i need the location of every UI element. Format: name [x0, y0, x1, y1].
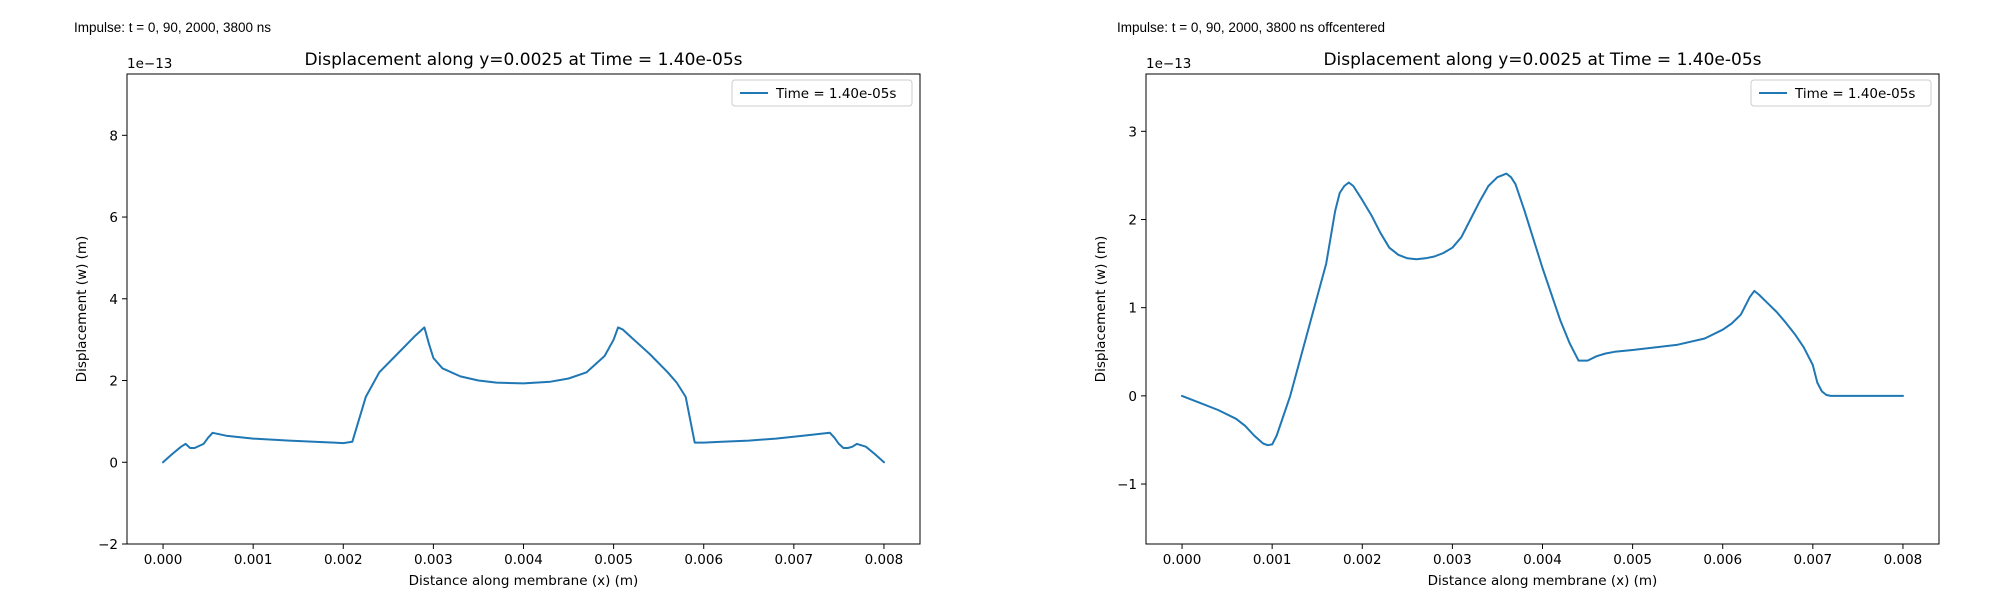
x-tick-label: 0.005: [1613, 552, 1652, 568]
legend-box: [1750, 79, 1932, 107]
x-tick-label: 0.001: [234, 552, 273, 568]
right-panel: Impulse: t = 0, 90, 2000, 3800 ns offcen…: [1000, 0, 2000, 600]
x-tick-label: 0.003: [1433, 552, 1472, 568]
x-tick-label: 0.008: [1884, 552, 1923, 568]
x-tick-label: 0.002: [324, 552, 363, 568]
x-tick-label: 0.007: [775, 552, 814, 568]
chart-title: Displacement along y=0.0025 at Time = 1.…: [304, 50, 742, 70]
y-tick-label: 4: [109, 292, 118, 308]
y-tick-label: −2: [98, 537, 118, 553]
y-tick-label: −1: [1117, 477, 1137, 493]
y-tick-label: 0: [109, 455, 118, 471]
y-axis-label: Displacement (w) (m): [74, 236, 90, 383]
y-axis-label: Displacement (w) (m): [1093, 236, 1109, 383]
x-tick-label: 0.000: [144, 552, 183, 568]
y-tick-label: 2: [1128, 212, 1137, 228]
impulse-label: Impulse: t = 0, 90, 2000, 3800 ns offcen…: [1117, 20, 1386, 35]
legend-label: Time = 1.40e-05s: [1794, 86, 1915, 102]
x-tick-label: 0.001: [1253, 552, 1292, 568]
plot-frame: [126, 73, 921, 545]
y-multiplier-label: 1e−13: [127, 56, 172, 72]
series-line-0: [1181, 172, 1904, 447]
y-tick-label: 1: [1128, 301, 1137, 317]
y-tick-label: 3: [1128, 124, 1137, 140]
x-tick-label: 0.000: [1163, 552, 1202, 568]
legend: Time = 1.40e-05s: [731, 79, 913, 107]
legend-box: [731, 79, 913, 107]
x-tick-label: 0.006: [1703, 552, 1742, 568]
chart-right: Displacement along y=0.0025 at Time = 1.…: [1093, 50, 1940, 589]
x-tick-label: 0.003: [414, 552, 453, 568]
x-axis-label: Distance along membrane (x) (m): [409, 573, 639, 589]
chart-title: Displacement along y=0.0025 at Time = 1.…: [1323, 50, 1761, 70]
y-multiplier-label: 1e−13: [1146, 56, 1191, 72]
x-tick-label: 0.004: [1523, 552, 1562, 568]
legend: Time = 1.40e-05s: [1750, 79, 1932, 107]
plot-frame: [1145, 73, 1940, 545]
series-layer: [1181, 172, 1904, 447]
tick-layer: 0.000 0.001 0.002 0.003 0.004 0.005 0.006 0.007…: [1117, 124, 1922, 568]
x-tick-label: 0.002: [1343, 552, 1382, 568]
impulse-label: Impulse: t = 0, 90, 2000, 3800 ns: [74, 20, 272, 35]
y-tick-label: 6: [109, 210, 118, 226]
left-panel: Impulse: t = 0, 90, 2000, 3800 ns Displa…: [74, 20, 921, 589]
y-tick-label: 2: [109, 374, 118, 390]
series-layer: [162, 326, 885, 464]
x-axis-label: Distance along membrane (x) (m): [1428, 573, 1658, 589]
chart-left: Displacement along y=0.0025 at Time = 1.…: [74, 50, 921, 589]
y-tick-label: 8: [109, 128, 118, 144]
x-tick-label: 0.004: [504, 552, 543, 568]
y-tick-label: 0: [1128, 389, 1137, 405]
tick-layer: 0.000 0.001 0.002 0.003 0.004 0.005 0.006 0.007…: [98, 128, 903, 568]
x-tick-label: 0.007: [1794, 552, 1833, 568]
series-line-0: [162, 326, 885, 464]
x-tick-label: 0.008: [865, 552, 904, 568]
legend-label: Time = 1.40e-05s: [775, 86, 896, 102]
x-tick-label: 0.005: [594, 552, 633, 568]
x-tick-label: 0.006: [684, 552, 723, 568]
